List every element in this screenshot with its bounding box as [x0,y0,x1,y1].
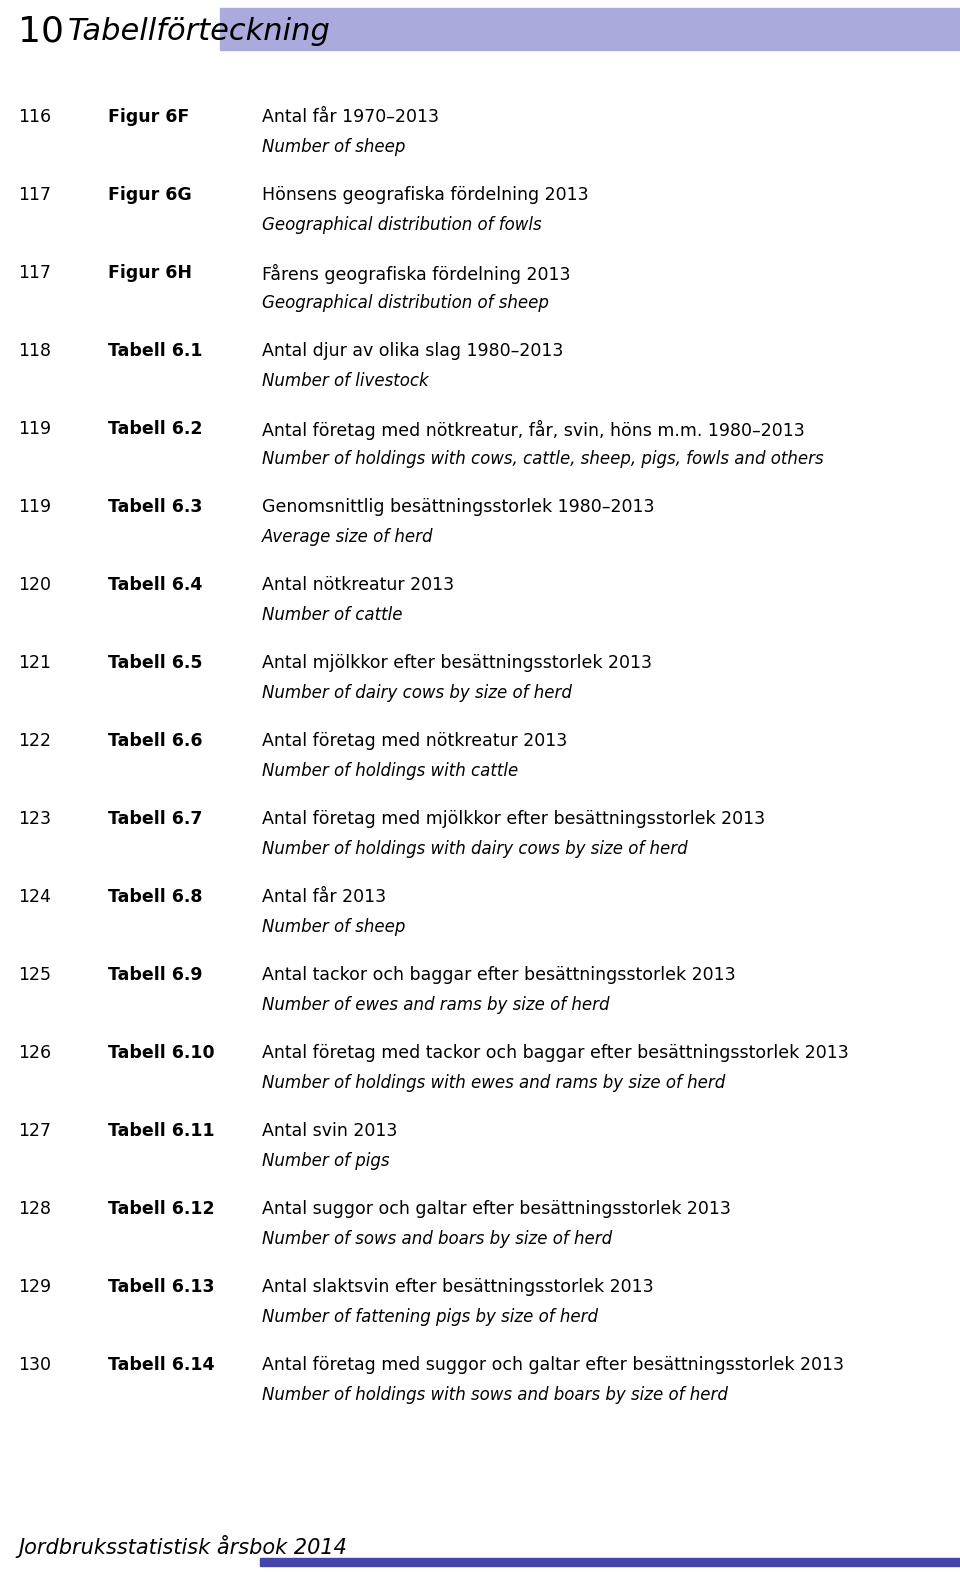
Text: Average size of herd: Average size of herd [262,529,434,546]
Text: Tabell 6.7: Tabell 6.7 [108,810,203,828]
Text: Tabell 6.11: Tabell 6.11 [108,1122,215,1140]
Text: Geographical distribution of fowls: Geographical distribution of fowls [262,215,541,234]
Text: Number of holdings with ewes and rams by size of herd: Number of holdings with ewes and rams by… [262,1073,725,1092]
Text: 10: 10 [18,14,64,47]
Text: Tabellförteckning: Tabellförteckning [68,16,331,46]
Text: Antal djur av olika slag 1980–2013: Antal djur av olika slag 1980–2013 [262,342,564,359]
Text: Number of sheep: Number of sheep [262,138,405,157]
Text: Tabell 6.10: Tabell 6.10 [108,1045,215,1062]
Bar [260,1558,960,1566]
Text: Number of livestock: Number of livestock [262,372,428,389]
Text: Tabell 6.14: Tabell 6.14 [108,1357,214,1374]
Text: Number of fattening pigs by size of herd: Number of fattening pigs by size of herd [262,1308,598,1327]
Text: Number of holdings with dairy cows by size of herd: Number of holdings with dairy cows by si… [262,841,687,858]
Text: Number of holdings with sows and boars by size of herd: Number of holdings with sows and boars b… [262,1387,728,1404]
Text: Number of dairy cows by size of herd: Number of dairy cows by size of herd [262,684,572,701]
Text: Tabell 6.9: Tabell 6.9 [108,966,203,985]
Text: Number of cattle: Number of cattle [262,606,402,624]
Text: Antal företag med tackor och baggar efter besättningsstorlek 2013: Antal företag med tackor och baggar efte… [262,1045,849,1062]
Text: Figur 6G: Figur 6G [108,185,192,204]
Text: Tabell 6.13: Tabell 6.13 [108,1277,214,1296]
Text: Antal företag med suggor och galtar efter besättningsstorlek 2013: Antal företag med suggor och galtar efte… [262,1357,844,1374]
Text: Fårens geografiska fördelning 2013: Fårens geografiska fördelning 2013 [262,264,570,283]
Text: 118: 118 [18,342,51,359]
Text: 125: 125 [18,966,51,985]
Text: Tabell 6.8: Tabell 6.8 [108,888,203,905]
Text: 126: 126 [18,1045,51,1062]
Text: Number of holdings with cows, cattle, sheep, pigs, fowls and others: Number of holdings with cows, cattle, sh… [262,450,824,469]
Bar [220,8,960,51]
Text: Tabell 6.6: Tabell 6.6 [108,731,203,750]
Text: Antal företag med nötkreatur, får, svin, höns m.m. 1980–2013: Antal företag med nötkreatur, får, svin,… [262,419,804,440]
Text: Antal nötkreatur 2013: Antal nötkreatur 2013 [262,576,454,594]
Text: Tabell 6.5: Tabell 6.5 [108,654,203,673]
Text: Number of ewes and rams by size of herd: Number of ewes and rams by size of herd [262,996,610,1015]
Text: 121: 121 [18,654,51,673]
Text: Antal svin 2013: Antal svin 2013 [262,1122,397,1140]
Text: 117: 117 [18,185,51,204]
Text: Tabell 6.4: Tabell 6.4 [108,576,203,594]
Text: Antal företag med mjölkkor efter besättningsstorlek 2013: Antal företag med mjölkkor efter besättn… [262,810,765,828]
Text: Number of holdings with cattle: Number of holdings with cattle [262,761,518,780]
Text: 127: 127 [18,1122,51,1140]
Text: Antal tackor och baggar efter besättningsstorlek 2013: Antal tackor och baggar efter besättning… [262,966,735,985]
Text: 122: 122 [18,731,51,750]
Text: Hönsens geografiska fördelning 2013: Hönsens geografiska fördelning 2013 [262,185,588,204]
Text: Number of pigs: Number of pigs [262,1152,390,1170]
Text: Antal suggor och galtar efter besättningsstorlek 2013: Antal suggor och galtar efter besättning… [262,1200,731,1217]
Text: Figur 6F: Figur 6F [108,108,189,127]
Text: 119: 119 [18,419,51,438]
Text: 119: 119 [18,499,51,516]
Text: Number of sheep: Number of sheep [262,918,405,936]
Text: Tabell 6.12: Tabell 6.12 [108,1200,215,1217]
Text: Antal slaktsvin efter besättningsstorlek 2013: Antal slaktsvin efter besättningsstorlek… [262,1277,654,1296]
Text: Antal företag med nötkreatur 2013: Antal företag med nötkreatur 2013 [262,731,567,750]
Text: Antal mjölkkor efter besättningsstorlek 2013: Antal mjölkkor efter besättningsstorlek … [262,654,652,673]
Text: Tabell 6.2: Tabell 6.2 [108,419,203,438]
Text: Number of sows and boars by size of herd: Number of sows and boars by size of herd [262,1230,612,1247]
Text: Tabell 6.3: Tabell 6.3 [108,499,203,516]
Text: 129: 129 [18,1277,51,1296]
Text: 117: 117 [18,264,51,282]
Text: Antal får 1970–2013: Antal får 1970–2013 [262,108,439,127]
Text: Jordbruksstatistisk årsbok 2014: Jordbruksstatistisk årsbok 2014 [18,1536,347,1558]
Text: Antal får 2013: Antal får 2013 [262,888,386,905]
Text: 116: 116 [18,108,51,127]
Text: Tabell 6.1: Tabell 6.1 [108,342,203,359]
Text: 123: 123 [18,810,51,828]
Text: 124: 124 [18,888,51,905]
Text: 120: 120 [18,576,51,594]
Text: Genomsnittlig besättningsstorlek 1980–2013: Genomsnittlig besättningsstorlek 1980–20… [262,499,655,516]
Text: Figur 6H: Figur 6H [108,264,192,282]
Text: 130: 130 [18,1357,51,1374]
Text: 128: 128 [18,1200,51,1217]
Text: Geographical distribution of sheep: Geographical distribution of sheep [262,294,549,312]
